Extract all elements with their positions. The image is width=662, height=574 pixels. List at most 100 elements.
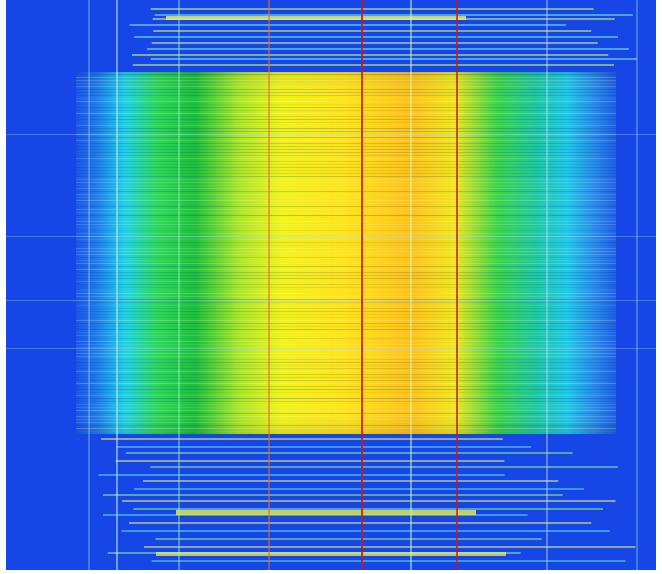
top-band: [150, 58, 638, 60]
scan-line: [76, 335, 616, 336]
scan-line: [76, 158, 616, 159]
scan-line: [76, 344, 616, 345]
scan-line: [76, 332, 616, 333]
scan-line: [76, 431, 616, 432]
scan-line: [76, 161, 616, 162]
vertical-marker: [178, 0, 180, 570]
scan-line: [76, 236, 616, 237]
bottom-band: [143, 546, 636, 548]
bottom-band: [151, 560, 626, 562]
scan-line: [76, 113, 616, 114]
bottom-band: [142, 480, 559, 482]
bottom-band: [116, 446, 531, 448]
top-band: [134, 36, 618, 38]
scan-line: [76, 182, 616, 183]
bottom-strip-bands: [98, 438, 636, 562]
scan-line: [76, 401, 616, 402]
signal-band-shade: [76, 72, 616, 434]
scan-line: [76, 287, 616, 288]
bottom-band: [155, 538, 542, 540]
vertical-marker: [456, 0, 458, 570]
scan-line: [76, 425, 616, 426]
scan-line: [76, 131, 616, 132]
scan-line: [76, 281, 616, 282]
scan-line: [76, 419, 616, 420]
bottom-band: [101, 438, 503, 440]
scan-line: [76, 230, 616, 231]
vertical-marker: [268, 0, 270, 570]
bottom-band: [121, 530, 610, 532]
scan-line: [76, 110, 616, 111]
bottom-band-bright: [176, 510, 476, 515]
scan-line: [76, 395, 616, 396]
bottom-band: [98, 474, 505, 476]
vertical-marker: [546, 0, 548, 570]
scan-line: [76, 371, 616, 372]
scan-line: [76, 398, 616, 399]
scan-line: [76, 170, 616, 171]
scan-line: [76, 146, 616, 147]
scan-line: [76, 320, 616, 321]
scan-line: [76, 272, 616, 273]
scan-line: [76, 176, 616, 177]
scan-line: [76, 290, 616, 291]
scan-line: [76, 134, 616, 135]
scan-line: [76, 293, 616, 294]
scan-line: [76, 245, 616, 246]
scan-line: [76, 239, 616, 240]
scan-line: [76, 140, 616, 141]
bottom-band: [115, 460, 505, 462]
scan-line: [76, 341, 616, 342]
scan-line: [76, 296, 616, 297]
top-band: [150, 8, 594, 10]
scan-line: [76, 410, 616, 411]
scan-line: [76, 317, 616, 318]
scan-line: [76, 143, 616, 144]
scan-line: [76, 308, 616, 309]
scan-line: [76, 305, 616, 306]
vertical-marker-lines: [88, 0, 638, 570]
scan-line: [76, 416, 616, 417]
scan-line: [76, 365, 616, 366]
scan-line: [76, 206, 616, 207]
horizontal-scan-lines: [6, 74, 656, 432]
scan-line: [76, 278, 616, 279]
top-band: [154, 14, 633, 16]
scan-line: [76, 119, 616, 120]
top-band: [132, 64, 614, 66]
scan-line: [76, 149, 616, 150]
scan-line: [76, 374, 616, 375]
scan-line: [76, 347, 616, 348]
scan-line: [76, 329, 616, 330]
scan-line-strong: [6, 300, 656, 301]
scan-line: [76, 413, 616, 414]
scan-line: [76, 248, 616, 249]
scan-line: [76, 260, 616, 261]
scan-line-strong: [6, 348, 656, 349]
scan-line: [76, 380, 616, 381]
scan-line: [76, 227, 616, 228]
scan-line: [76, 314, 616, 315]
scan-line: [76, 254, 616, 255]
top-strip-bands: [129, 8, 638, 66]
scan-line: [76, 92, 616, 93]
vertical-marker: [361, 0, 363, 570]
scan-line: [76, 389, 616, 390]
scan-line: [76, 356, 616, 357]
top-band: [151, 42, 598, 44]
scan-line: [76, 263, 616, 264]
bottom-band: [125, 452, 573, 454]
scan-line: [76, 89, 616, 90]
scan-line: [76, 200, 616, 201]
scan-line: [76, 194, 616, 195]
bottom-band: [102, 494, 563, 496]
scan-line: [76, 212, 616, 213]
scan-line: [76, 137, 616, 138]
scan-line: [76, 107, 616, 108]
scan-line: [76, 353, 616, 354]
scan-line: [76, 359, 616, 360]
scan-line: [76, 80, 616, 81]
scan-line: [76, 284, 616, 285]
scan-line: [76, 350, 616, 351]
